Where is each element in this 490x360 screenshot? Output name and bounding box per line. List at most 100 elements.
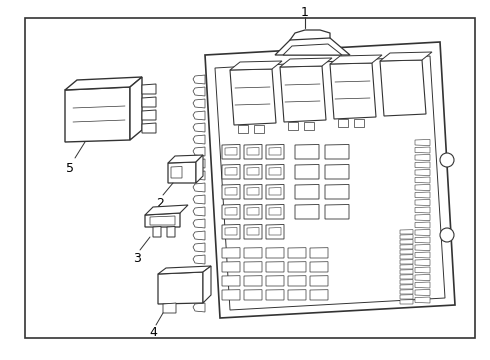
Text: 3: 3	[133, 252, 141, 265]
Polygon shape	[222, 185, 240, 199]
Polygon shape	[193, 147, 205, 156]
Polygon shape	[168, 162, 196, 183]
Polygon shape	[222, 276, 240, 286]
Polygon shape	[415, 147, 430, 153]
Polygon shape	[130, 77, 142, 140]
Polygon shape	[225, 148, 237, 155]
Polygon shape	[193, 267, 205, 276]
Polygon shape	[142, 123, 156, 133]
Polygon shape	[193, 75, 205, 84]
Polygon shape	[288, 248, 306, 258]
Polygon shape	[171, 166, 182, 178]
Polygon shape	[193, 279, 205, 288]
Polygon shape	[193, 231, 205, 240]
Polygon shape	[400, 280, 413, 284]
Polygon shape	[247, 148, 259, 155]
Polygon shape	[193, 183, 205, 192]
Polygon shape	[247, 228, 259, 235]
Polygon shape	[415, 222, 430, 228]
Text: 5: 5	[66, 162, 74, 175]
Polygon shape	[415, 252, 430, 258]
Polygon shape	[244, 248, 262, 258]
Polygon shape	[142, 110, 156, 120]
Polygon shape	[380, 60, 426, 116]
Text: 4: 4	[149, 327, 157, 339]
Polygon shape	[283, 44, 342, 55]
Polygon shape	[163, 303, 176, 313]
Polygon shape	[193, 255, 205, 264]
Polygon shape	[415, 140, 430, 145]
Polygon shape	[295, 204, 319, 219]
Polygon shape	[310, 262, 328, 272]
Polygon shape	[244, 276, 262, 286]
Polygon shape	[266, 204, 284, 219]
Polygon shape	[193, 291, 205, 300]
Circle shape	[440, 228, 454, 242]
Polygon shape	[225, 188, 237, 195]
Polygon shape	[400, 300, 413, 304]
Polygon shape	[354, 119, 364, 127]
Polygon shape	[153, 226, 161, 237]
Polygon shape	[415, 297, 430, 303]
Polygon shape	[230, 61, 282, 70]
Polygon shape	[247, 188, 259, 195]
Polygon shape	[196, 155, 203, 183]
Polygon shape	[415, 230, 430, 235]
Polygon shape	[325, 144, 349, 159]
Polygon shape	[288, 122, 298, 130]
Polygon shape	[330, 55, 382, 64]
Polygon shape	[244, 144, 262, 159]
Polygon shape	[295, 185, 319, 199]
Polygon shape	[400, 250, 413, 254]
Polygon shape	[310, 248, 328, 258]
Polygon shape	[142, 97, 156, 107]
Polygon shape	[247, 207, 259, 215]
Polygon shape	[269, 188, 281, 195]
Polygon shape	[238, 125, 248, 133]
Polygon shape	[193, 219, 205, 228]
Polygon shape	[415, 274, 430, 280]
Polygon shape	[415, 170, 430, 176]
Polygon shape	[193, 303, 205, 312]
Polygon shape	[193, 195, 205, 204]
Polygon shape	[193, 207, 205, 216]
Polygon shape	[415, 244, 430, 251]
Polygon shape	[222, 290, 240, 300]
Polygon shape	[400, 265, 413, 269]
Polygon shape	[269, 148, 281, 155]
Polygon shape	[222, 262, 240, 272]
Polygon shape	[295, 165, 319, 179]
Polygon shape	[150, 216, 175, 225]
Polygon shape	[244, 290, 262, 300]
Polygon shape	[325, 204, 349, 219]
Polygon shape	[222, 144, 240, 159]
Polygon shape	[205, 42, 455, 318]
Polygon shape	[244, 165, 262, 179]
Polygon shape	[288, 262, 306, 272]
Polygon shape	[415, 192, 430, 198]
Polygon shape	[415, 185, 430, 190]
Polygon shape	[266, 144, 284, 159]
Polygon shape	[225, 167, 237, 175]
Polygon shape	[415, 282, 430, 288]
Polygon shape	[244, 225, 262, 239]
Circle shape	[440, 153, 454, 167]
Polygon shape	[295, 144, 319, 159]
Polygon shape	[400, 275, 413, 279]
Polygon shape	[400, 295, 413, 299]
Polygon shape	[215, 56, 445, 310]
Polygon shape	[266, 290, 284, 300]
Polygon shape	[415, 162, 430, 168]
Polygon shape	[415, 289, 430, 296]
Polygon shape	[168, 155, 203, 163]
Polygon shape	[225, 228, 237, 235]
Polygon shape	[415, 177, 430, 183]
Polygon shape	[266, 248, 284, 258]
Polygon shape	[400, 290, 413, 294]
Polygon shape	[65, 77, 142, 90]
Polygon shape	[222, 225, 240, 239]
Polygon shape	[158, 266, 211, 274]
Polygon shape	[400, 255, 413, 259]
Polygon shape	[280, 66, 326, 122]
Polygon shape	[266, 225, 284, 239]
